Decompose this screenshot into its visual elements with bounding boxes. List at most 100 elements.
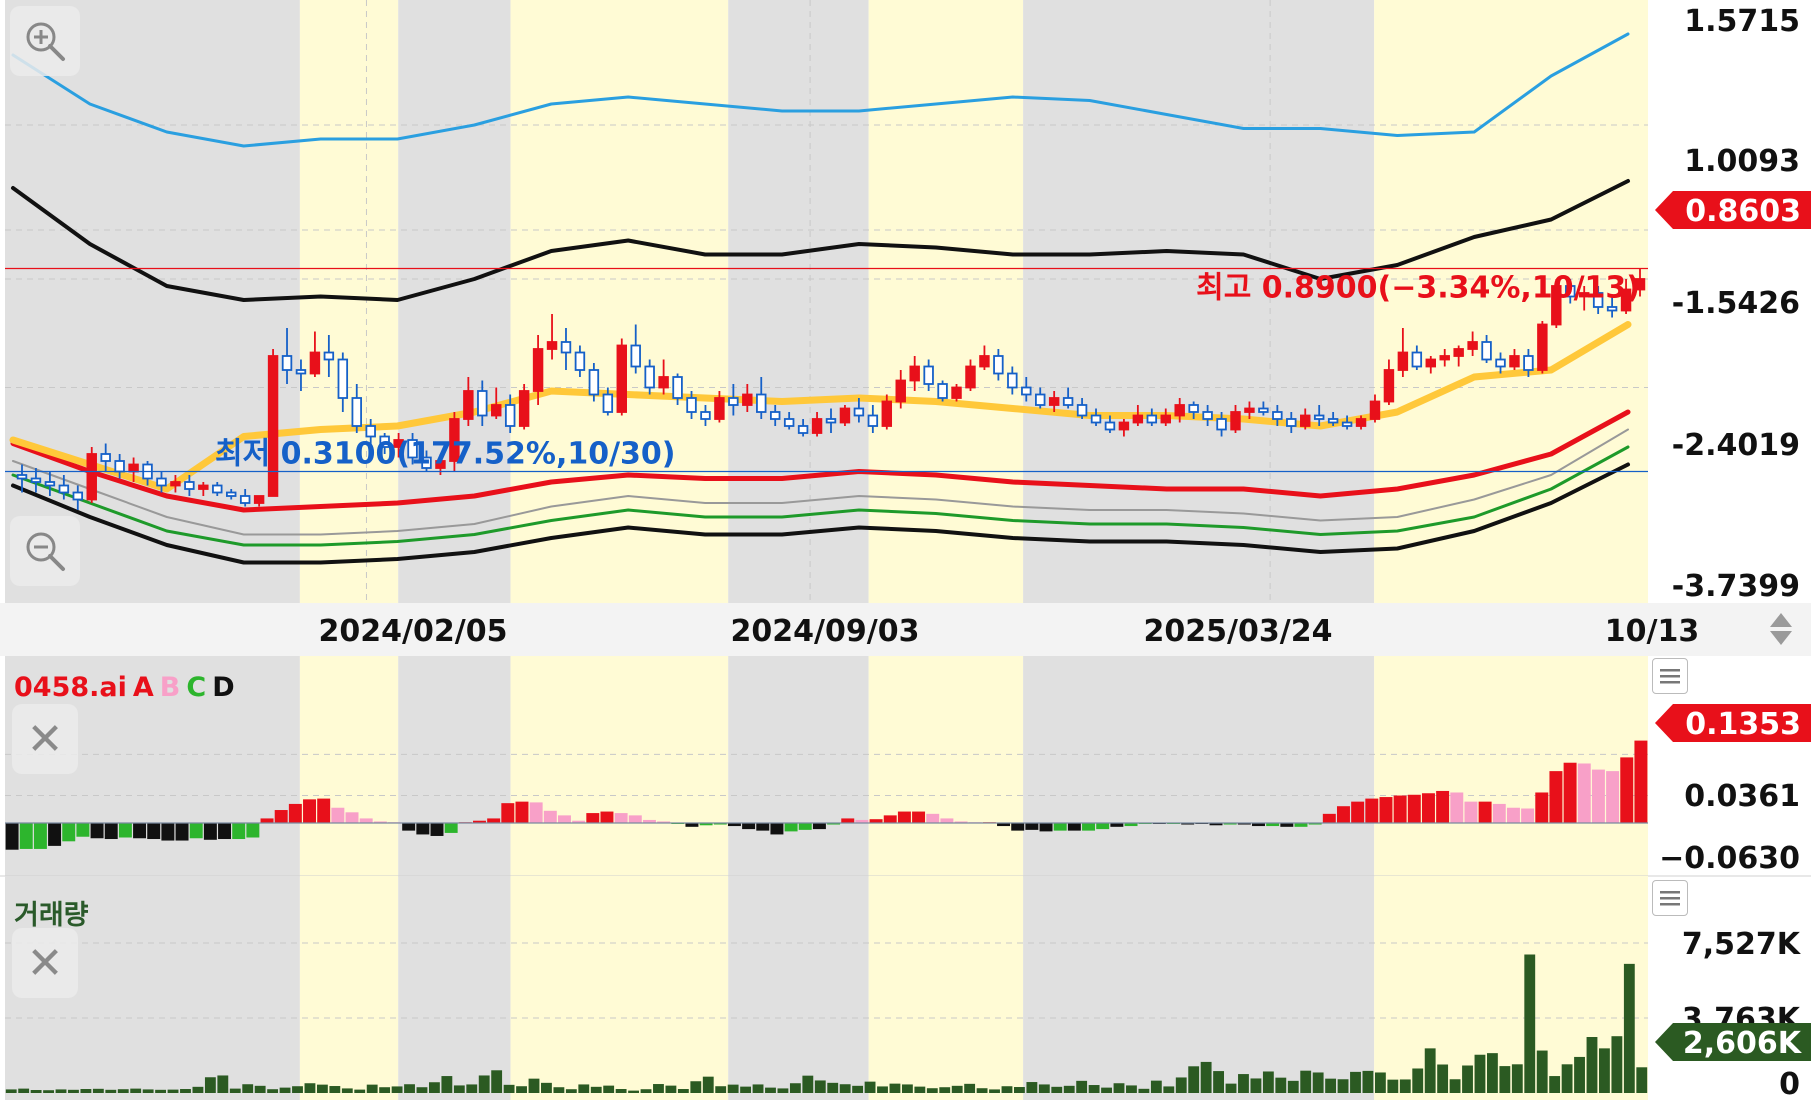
candle-body xyxy=(1104,421,1116,431)
candle-body xyxy=(1425,358,1436,368)
scroll-arrows-icon[interactable] xyxy=(1770,613,1792,645)
volume-bar xyxy=(665,1085,677,1093)
volume-bar xyxy=(1275,1077,1287,1093)
legend-a: A xyxy=(132,672,154,703)
volume-bar xyxy=(180,1089,191,1093)
volume-bar xyxy=(1374,1072,1386,1093)
candle-body xyxy=(1035,393,1046,406)
volume-bar xyxy=(1636,1067,1648,1093)
band-red-mid xyxy=(10,409,1631,513)
price-shade-band xyxy=(299,0,399,603)
close-oscillator-button[interactable]: ✕ xyxy=(12,704,78,774)
candle-body xyxy=(239,495,251,504)
osc-bar xyxy=(1025,823,1039,830)
zoom-in-button[interactable] xyxy=(10,6,80,76)
candle-body xyxy=(463,390,474,420)
candle-body xyxy=(44,481,56,487)
candle-body xyxy=(546,341,558,350)
volume-bar xyxy=(1113,1083,1125,1093)
candle-body xyxy=(1216,418,1227,431)
osc-bar xyxy=(557,815,571,823)
osc-bar xyxy=(841,818,855,823)
osc-bar xyxy=(1464,801,1478,823)
osc-shade-band xyxy=(510,656,729,876)
candle-body xyxy=(1062,397,1074,406)
volume-bar xyxy=(1026,1082,1038,1093)
candle-body xyxy=(1286,418,1297,427)
volume-bar xyxy=(329,1086,341,1093)
price-shade-band xyxy=(398,0,511,603)
x-tick-label: 2024/02/05 xyxy=(319,614,508,649)
osc-tick-label: 0.0361 xyxy=(1684,779,1800,814)
osc-bar xyxy=(1549,771,1563,823)
candle-body xyxy=(1160,414,1171,424)
osc-bar xyxy=(1053,823,1067,831)
candle-body xyxy=(853,407,865,417)
oscillator-menu-button[interactable] xyxy=(1652,658,1688,694)
volume-bar xyxy=(142,1089,154,1093)
osc-bar xyxy=(1365,798,1379,823)
volume-legend: 거래량 xyxy=(14,893,95,932)
volume-bar xyxy=(1337,1079,1349,1093)
candle-body xyxy=(170,481,181,487)
volume-bar xyxy=(1474,1054,1486,1093)
volume-bar xyxy=(1126,1085,1137,1093)
volume-bar xyxy=(951,1085,963,1093)
volume-bar xyxy=(914,1086,926,1093)
volume-bar xyxy=(976,1088,988,1093)
candle-body xyxy=(742,393,753,406)
candle-body xyxy=(1355,418,1367,427)
volume-bar xyxy=(130,1088,142,1093)
volume-bar xyxy=(1623,963,1635,1093)
candle-body xyxy=(100,453,111,462)
candle-body xyxy=(351,397,362,427)
volume-bar xyxy=(715,1086,727,1093)
osc-bar xyxy=(883,815,897,823)
close-icon: ✕ xyxy=(26,713,64,765)
osc-bar xyxy=(373,821,387,823)
candle-body xyxy=(1383,369,1395,403)
osc-bar xyxy=(246,823,260,838)
volume-bar xyxy=(416,1087,428,1093)
zoom-out-button[interactable] xyxy=(10,516,80,586)
volume-bar xyxy=(1001,1086,1013,1093)
osc-bar xyxy=(90,823,104,839)
volume-bar xyxy=(366,1084,378,1093)
candle-body xyxy=(1411,351,1423,368)
osc-bar xyxy=(1322,813,1336,823)
osc-bar xyxy=(1067,823,1081,831)
oscillator-legend: 0458.ai A B C D xyxy=(14,672,241,703)
candle-body xyxy=(253,495,265,504)
close-volume-button[interactable]: ✕ xyxy=(12,928,78,998)
osc-bar xyxy=(756,823,770,831)
candle-body xyxy=(1202,411,1213,420)
candle-body xyxy=(449,418,460,462)
volume-bar xyxy=(478,1075,490,1093)
osc-bar xyxy=(359,818,373,823)
candle-body xyxy=(295,369,307,375)
osc-bar xyxy=(133,823,147,839)
volume-menu-button[interactable] xyxy=(1652,880,1688,916)
osc-bar xyxy=(1336,806,1350,823)
osc-bar xyxy=(897,811,911,823)
candle-body xyxy=(1327,418,1339,424)
volume-bar xyxy=(80,1089,92,1093)
candle-body xyxy=(323,351,335,361)
osc-shade-band xyxy=(728,656,869,876)
volume-bar xyxy=(1499,1066,1511,1093)
osc-bar xyxy=(345,812,359,823)
candle-body xyxy=(1076,404,1088,417)
candle-body xyxy=(1397,351,1409,371)
volume-bar xyxy=(516,1086,527,1093)
volume-bar xyxy=(1586,1037,1598,1093)
volume-bar xyxy=(677,1089,689,1093)
price-tick-label: 1.5715 xyxy=(1684,4,1800,39)
osc-bar xyxy=(1577,763,1591,823)
osc-bar xyxy=(869,819,883,823)
volume-bar xyxy=(877,1086,888,1093)
osc-bar xyxy=(1082,823,1096,831)
candle-body xyxy=(491,404,502,417)
candle-body xyxy=(979,355,990,368)
osc-bar xyxy=(727,823,741,827)
